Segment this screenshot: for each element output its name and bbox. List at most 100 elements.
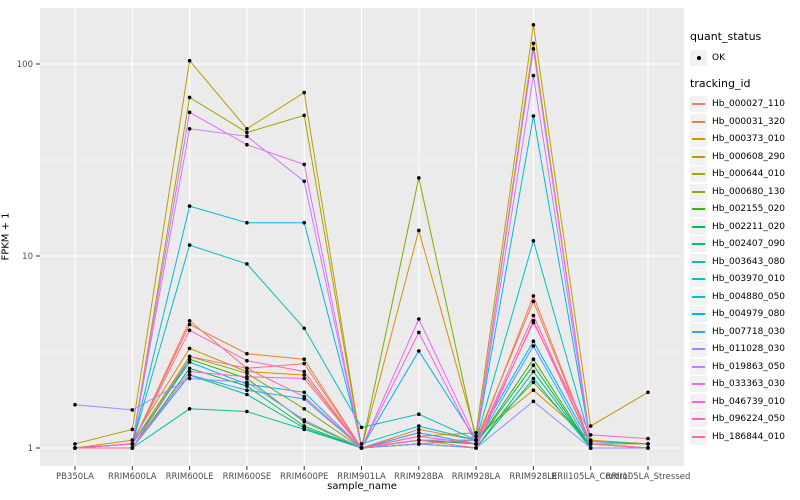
x-tick-label: RRIM928LA (452, 472, 501, 482)
legend-item: Hb_096224_050 (690, 411, 798, 429)
data-point (417, 427, 421, 432)
black-point-icon (696, 55, 701, 60)
data-point (73, 446, 77, 450)
x-tick-label: RRIM600LE (166, 472, 214, 482)
data-point (359, 446, 364, 450)
data-point (302, 220, 307, 225)
y-axis-title: FPKM + 1 (0, 212, 12, 261)
data-point (417, 434, 421, 439)
legend-label: Hb_046739_010 (712, 396, 786, 407)
legend-item: Hb_000027_110 (690, 96, 798, 114)
x-axis-title: sample_name (327, 481, 397, 492)
data-point (245, 371, 249, 376)
series-color-line-icon (692, 138, 705, 141)
data-point (245, 380, 249, 385)
data-point (130, 442, 135, 446)
legend-item: Hb_046739_010 (690, 393, 798, 411)
data-point (588, 442, 593, 446)
data-point (245, 262, 249, 266)
legend-label: Hb_000373_010 (712, 134, 786, 145)
legend-quant-status: quant_status OK (690, 30, 798, 67)
legend-item: Hb_002155_020 (690, 201, 798, 219)
data-point (417, 424, 421, 428)
data-point (302, 390, 307, 395)
data-point (187, 58, 192, 63)
legend-item: Hb_002407_090 (690, 236, 798, 254)
x-tick-label: RRIM928LE (509, 472, 557, 482)
legend-label: Hb_000680_130 (712, 186, 786, 197)
legend-label: Hb_000644_010 (712, 169, 786, 180)
point-key-icon (690, 49, 707, 66)
y-tick-label: 100 (17, 60, 33, 70)
data-point (417, 442, 421, 446)
data-point (417, 349, 421, 353)
data-point (646, 390, 650, 395)
data-point (302, 357, 307, 362)
data-point (646, 436, 650, 441)
legend-label: Hb_003643_080 (712, 256, 786, 267)
data-point (417, 412, 421, 417)
data-point (245, 142, 249, 147)
line-key-icon (690, 201, 707, 218)
x-tick-label: RRIM600PE (280, 472, 328, 482)
data-point (302, 418, 307, 422)
legend-label: Hb_002211_020 (712, 221, 786, 232)
data-point (187, 204, 192, 208)
data-point (417, 317, 421, 321)
data-point (302, 361, 307, 366)
series-color-line-icon (692, 208, 705, 211)
data-point (417, 431, 421, 435)
legend-item: Hb_019863_050 (690, 358, 798, 376)
series-color-line-icon (692, 313, 705, 316)
data-point (588, 424, 593, 428)
legend-label: Hb_003970_010 (712, 274, 786, 285)
line-key-icon (690, 148, 707, 165)
line-key-icon (690, 271, 707, 288)
legend-item: Hb_000031_320 (690, 113, 798, 131)
y-tick-label: 1 (28, 444, 33, 454)
data-point (531, 41, 536, 46)
data-point (588, 446, 593, 450)
data-point (187, 243, 192, 247)
data-point (474, 434, 478, 439)
x-tick-label: RRIM600LA (108, 472, 157, 482)
data-point (531, 388, 536, 393)
line-key-icon (690, 113, 707, 130)
data-point (417, 438, 421, 442)
data-point (302, 427, 307, 432)
data-point (417, 330, 421, 335)
series-color-line-icon (692, 173, 705, 176)
data-point (359, 425, 364, 430)
series-color-line-icon (692, 383, 705, 386)
legend-item: Hb_004880_050 (690, 288, 798, 306)
legend-item: Hb_007718_030 (690, 323, 798, 341)
data-point (474, 446, 478, 450)
data-point (187, 127, 192, 131)
series-color-line-icon (692, 278, 705, 281)
data-point (531, 339, 536, 344)
data-point (302, 407, 307, 411)
x-tick-label: RRIM928BA (394, 472, 444, 482)
series-color-line-icon (692, 435, 705, 438)
data-point (302, 90, 307, 95)
legend-label: Hb_033363_030 (712, 379, 786, 390)
data-point (187, 110, 192, 115)
x-tick-label: RRIM901LA (337, 472, 386, 482)
legend-label: Hb_096224_050 (712, 414, 786, 425)
series-color-line-icon (692, 348, 705, 351)
data-point (531, 319, 536, 323)
data-point (531, 73, 536, 78)
legend-item: Hb_000373_010 (690, 131, 798, 149)
data-point (531, 299, 536, 304)
legend-item-ok: OK (690, 49, 798, 67)
data-point (73, 442, 77, 446)
legend-label: Hb_002407_090 (712, 239, 786, 250)
data-point (187, 373, 192, 377)
line-key-icon (690, 341, 707, 358)
data-point (531, 363, 536, 368)
series-color-line-icon (692, 365, 705, 368)
legend-tracking-id: tracking_id Hb_000027_110 Hb_000031_320 Hb… (690, 77, 798, 446)
x-tick-label: RRII105LA_Control (551, 472, 630, 482)
legend-item: Hb_002211_020 (690, 218, 798, 236)
series-color-line-icon (692, 225, 705, 228)
